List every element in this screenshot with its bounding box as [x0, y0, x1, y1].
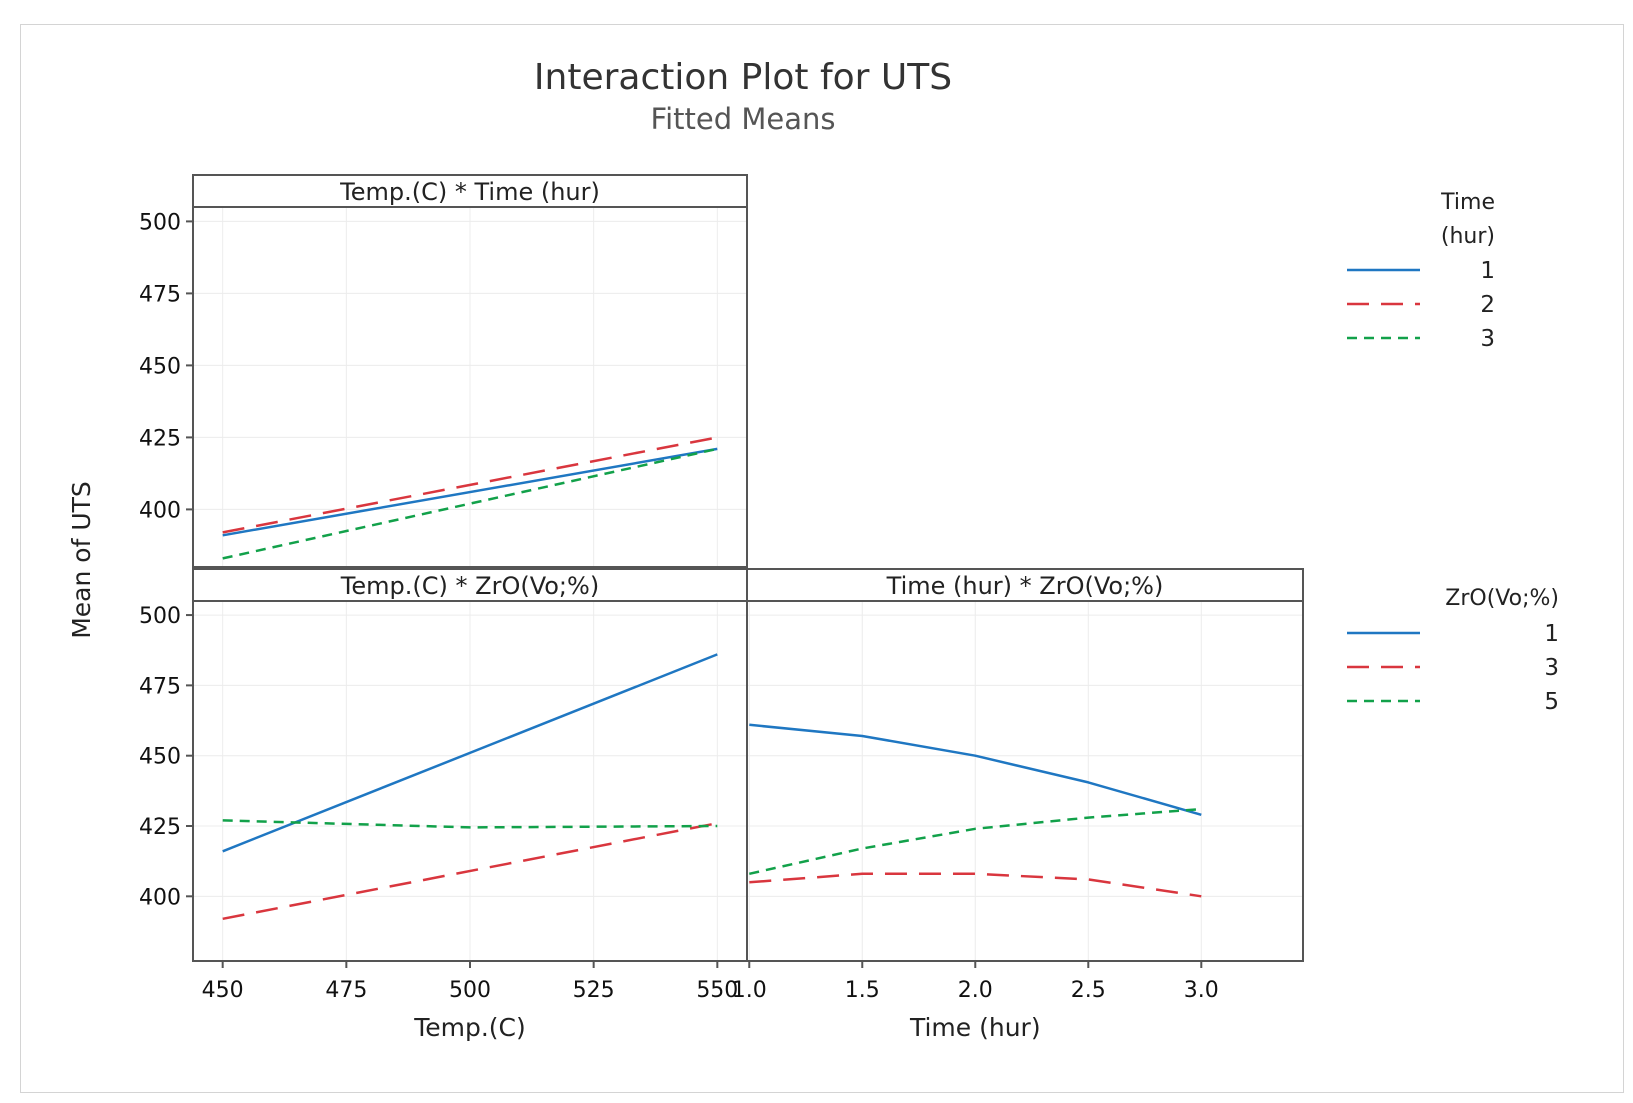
y-axis-title: Mean of UTS [67, 481, 96, 639]
panel-temp_time: Temp.(C) * Time (hur) 400 425 450 475 500 [139, 174, 748, 568]
x-tick-label: 525 [573, 978, 615, 1003]
x-axis-title: Temp.(C) [413, 1013, 526, 1042]
legend-1: ZrO(Vo;%) 1 3 5 [1347, 586, 1559, 715]
panel-temp_zro: Temp.(C) * ZrO(Vo;%) 400 425 450 475 500 450 47… [139, 568, 748, 1042]
x-tick-label: 3.0 [1184, 978, 1219, 1003]
legend-label: 3 [1480, 326, 1495, 352]
legend-title: ZrO(Vo;%) [1445, 586, 1559, 611]
x-tick-label: 550 [696, 978, 738, 1003]
series-line-time_zro-3 [749, 872, 1202, 898]
series-line-time_zro-1 [749, 723, 1202, 817]
y-tick-label: 425 [139, 426, 181, 451]
panel-strip [192, 568, 748, 602]
legend-title: Time [1440, 190, 1495, 215]
series-line-temp_time-1 [222, 447, 718, 537]
x-tick-label: 1.0 [732, 978, 767, 1003]
series-line-temp_time-2 [222, 436, 718, 534]
y-tick-label: 450 [139, 745, 181, 770]
legend-label: 1 [1544, 621, 1559, 647]
y-tick-label: 400 [139, 885, 181, 910]
panel-frame [192, 206, 748, 568]
x-axis-title: Time (hur) [909, 1013, 1041, 1042]
panel-strip-label: Time (hur) * ZrO(Vo;%) [886, 572, 1164, 600]
series-line-temp_zro-5 [222, 819, 718, 829]
panel-strip-label: Temp.(C) * Time (hur) [339, 178, 600, 206]
legend-0: Time (hur) 1 2 3 [1347, 190, 1495, 352]
panel-frame [746, 600, 1304, 962]
panel-strip [192, 174, 748, 208]
legends-layer: Time (hur) 1 2 3 ZrO(Vo;%) 1 3 5 [1347, 190, 1559, 715]
x-tick-label: 2.5 [1071, 978, 1106, 1003]
panel-time_zro: Time (hur) * ZrO(Vo;%) 1.0 1.5 2.0 2.5 3.0 Tim… [732, 568, 1304, 1042]
legend-label: 1 [1480, 258, 1495, 284]
series-line-time_zro-5 [749, 807, 1202, 876]
y-tick-label: 425 [139, 815, 181, 840]
y-tick-label: 500 [139, 210, 181, 235]
chart-subtitle: Fitted Means [651, 102, 836, 136]
x-tick-label: 450 [202, 978, 244, 1003]
chart-title: Interaction Plot for UTS [534, 57, 952, 98]
y-tick-label: 450 [139, 354, 181, 379]
series-line-temp_zro-1 [222, 653, 718, 853]
legend-title: (hur) [1441, 224, 1495, 249]
panels-layer: Temp.(C) * Time (hur)400425450475500Temp… [139, 174, 1304, 1042]
panel-strip-label: Temp.(C) * ZrO(Vo;%) [340, 572, 599, 600]
legend-label: 5 [1544, 689, 1559, 715]
y-tick-label: 400 [139, 498, 181, 523]
legend-label: 3 [1544, 655, 1559, 681]
x-tick-label: 500 [449, 978, 491, 1003]
legend-label: 2 [1480, 292, 1495, 318]
y-tick-label: 500 [139, 604, 181, 629]
y-tick-label: 475 [139, 674, 181, 699]
x-tick-label: 2.0 [958, 978, 993, 1003]
series-line-temp_zro-3 [222, 821, 718, 921]
x-tick-label: 475 [325, 978, 367, 1003]
y-tick-label: 475 [139, 282, 181, 307]
x-tick-label: 1.5 [845, 978, 880, 1003]
